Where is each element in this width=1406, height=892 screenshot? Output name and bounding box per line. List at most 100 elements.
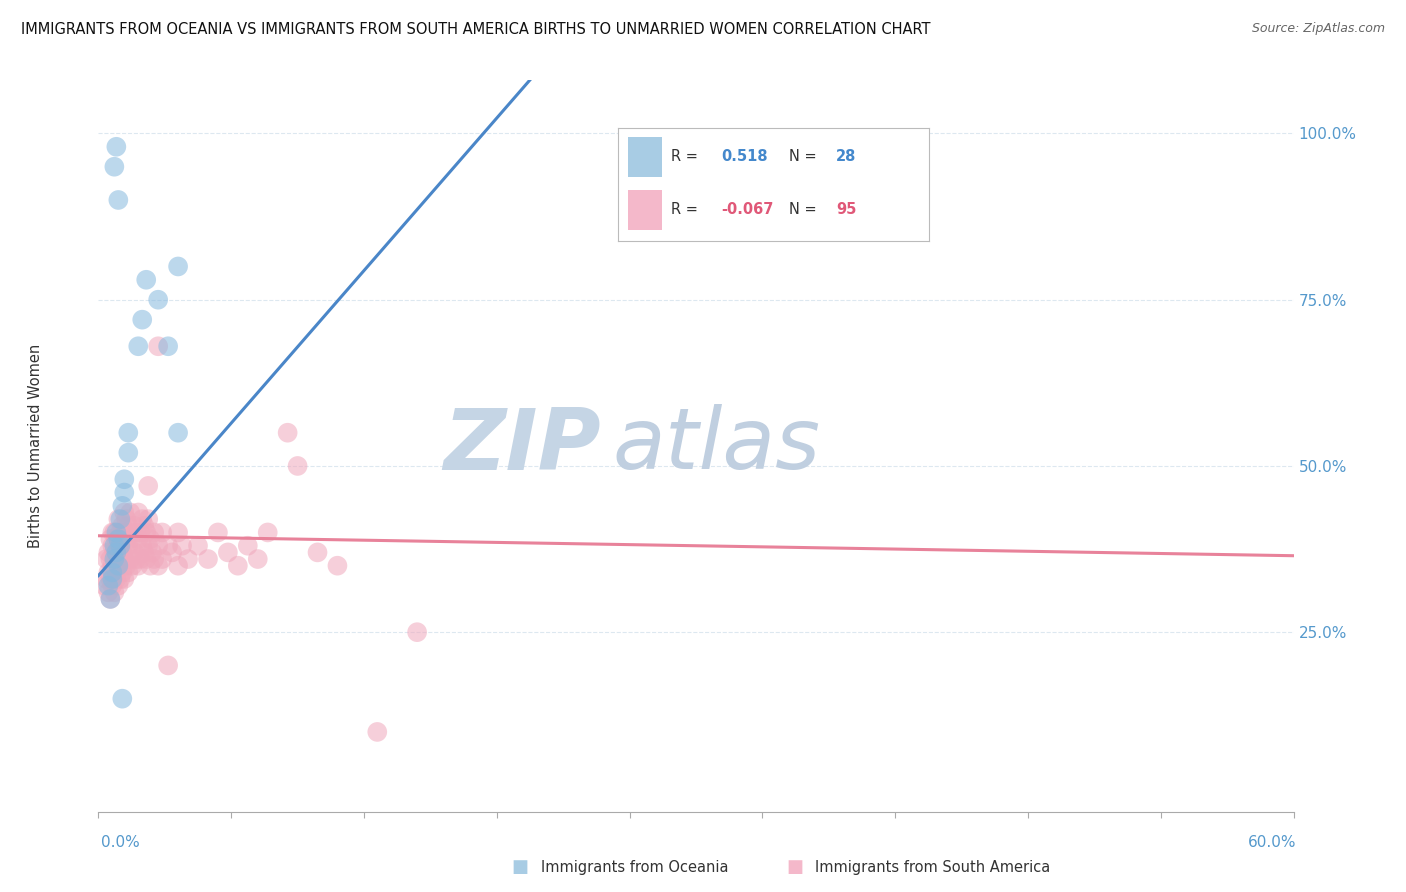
Point — [112, 525, 135, 540]
Point — [112, 552, 135, 566]
Point — [120, 506, 142, 520]
Point — [134, 545, 156, 559]
Point — [96, 572, 118, 586]
Point — [103, 160, 125, 174]
Point — [103, 552, 125, 566]
Text: 0.0%: 0.0% — [101, 836, 141, 850]
Point — [110, 512, 132, 526]
Point — [131, 512, 153, 526]
Point — [167, 558, 190, 573]
Point — [127, 532, 149, 546]
Point — [96, 552, 118, 566]
Point — [121, 558, 143, 573]
Point — [110, 539, 132, 553]
Point — [105, 532, 128, 546]
Point — [107, 193, 129, 207]
Point — [287, 458, 309, 473]
Text: Immigrants from South America: Immigrants from South America — [815, 860, 1050, 874]
Point — [226, 558, 249, 573]
Point — [98, 532, 122, 546]
Text: Births to Unmarried Women: Births to Unmarried Women — [28, 344, 42, 548]
Text: Immigrants from Oceania: Immigrants from Oceania — [541, 860, 728, 874]
Point — [115, 539, 138, 553]
Point — [135, 273, 157, 287]
Point — [143, 552, 166, 566]
Point — [97, 545, 120, 559]
Point — [160, 545, 183, 559]
Point — [177, 552, 200, 566]
Point — [98, 572, 122, 586]
Text: ZIP: ZIP — [443, 404, 600, 488]
Point — [148, 539, 170, 553]
Text: IMMIGRANTS FROM OCEANIA VS IMMIGRANTS FROM SOUTH AMERICA BIRTHS TO UNMARRIED WOM: IMMIGRANTS FROM OCEANIA VS IMMIGRANTS FR… — [21, 22, 931, 37]
Point — [124, 518, 146, 533]
Point — [157, 339, 180, 353]
Point — [107, 558, 129, 573]
Point — [101, 572, 124, 586]
Point — [103, 539, 125, 553]
Point — [111, 499, 134, 513]
Point — [105, 545, 128, 559]
Point — [139, 558, 162, 573]
Point — [135, 525, 157, 540]
Point — [256, 525, 278, 540]
Point — [129, 552, 152, 566]
Point — [112, 506, 135, 520]
Point — [136, 539, 159, 553]
Point — [107, 532, 129, 546]
Point — [148, 293, 170, 307]
Point — [167, 525, 190, 540]
Point — [125, 525, 148, 540]
Point — [277, 425, 299, 440]
Point — [197, 552, 219, 566]
Point — [167, 260, 190, 274]
Point — [97, 579, 120, 593]
Point — [148, 339, 170, 353]
Point — [105, 140, 128, 154]
Point — [112, 572, 135, 586]
Point — [127, 506, 149, 520]
Point — [98, 591, 122, 606]
Point — [136, 479, 159, 493]
Point — [127, 339, 149, 353]
Point — [120, 552, 142, 566]
Point — [115, 512, 138, 526]
Point — [117, 566, 139, 580]
Text: ■: ■ — [786, 858, 803, 876]
Point — [112, 472, 135, 486]
Point — [127, 558, 149, 573]
Point — [307, 545, 329, 559]
Text: 60.0%: 60.0% — [1249, 836, 1296, 850]
Point — [107, 512, 129, 526]
Point — [136, 512, 159, 526]
Text: Source: ZipAtlas.com: Source: ZipAtlas.com — [1251, 22, 1385, 36]
Point — [207, 525, 229, 540]
Point — [111, 545, 134, 559]
Point — [150, 525, 173, 540]
Text: atlas: atlas — [612, 404, 820, 488]
Point — [246, 552, 269, 566]
Point — [157, 658, 180, 673]
Point — [148, 558, 170, 573]
Point — [129, 525, 152, 540]
Point — [117, 518, 139, 533]
Point — [167, 425, 190, 440]
Point — [125, 552, 148, 566]
Point — [110, 552, 132, 566]
Point — [97, 585, 120, 599]
Point — [111, 691, 134, 706]
Point — [101, 558, 124, 573]
Point — [120, 532, 142, 546]
Point — [406, 625, 429, 640]
Point — [150, 552, 173, 566]
Point — [217, 545, 239, 559]
Point — [117, 425, 139, 440]
Point — [101, 539, 124, 553]
Point — [101, 566, 124, 580]
Point — [135, 552, 157, 566]
Point — [101, 579, 124, 593]
Point — [107, 558, 129, 573]
Point — [172, 539, 194, 553]
Point — [187, 539, 209, 553]
Point — [98, 552, 122, 566]
